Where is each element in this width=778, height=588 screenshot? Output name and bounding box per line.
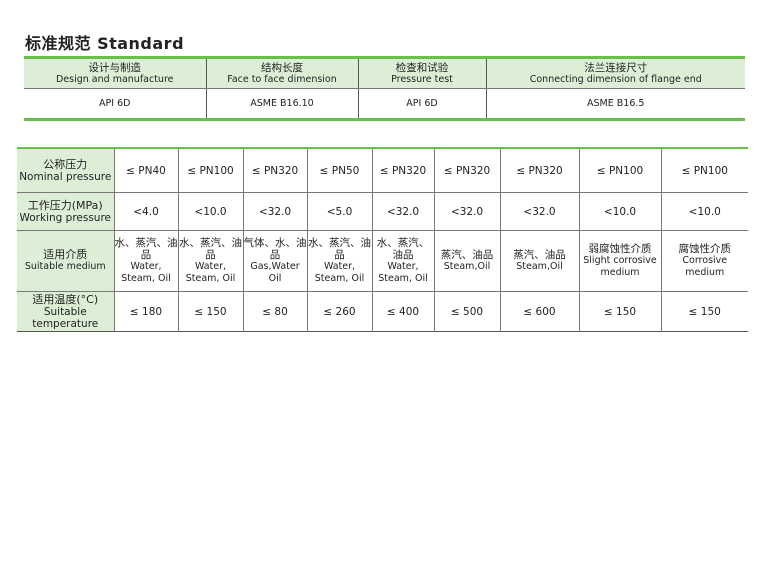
table-cell: 水、蒸汽、油品 Water, Steam, Oil xyxy=(371,230,435,292)
cell-en: Water, Steam, Oil xyxy=(378,261,428,284)
cell-zh: 水、蒸汽、油品 xyxy=(308,237,371,261)
standard-table: 设计与制造 Design and manufacture 结构长度 Face to … xyxy=(24,56,745,121)
table-cell: 腐蚀性介质 Corrosive medium xyxy=(660,230,748,292)
header-cell: 结构长度 Face to face dimension xyxy=(205,57,359,89)
cell-en: Gas,Water Oil xyxy=(250,261,300,284)
cell-en: Steam,Oil xyxy=(443,261,491,272)
cell-en: Slight corrosive medium xyxy=(583,255,657,278)
cell-en: Water, Steam, Oil xyxy=(121,261,171,284)
table-cell: ≤ 80 xyxy=(242,291,308,332)
table-cell: 弱腐蚀性介质 Slight corrosive medium xyxy=(578,230,662,292)
row-label-zh: 适用温度(°C) xyxy=(32,292,99,306)
cell-en: Water, Steam, Oil xyxy=(185,261,236,284)
table-cell: 水、蒸汽、油品 Water, Steam, Oil xyxy=(113,230,179,292)
table-row: 公称压力 Nominal pressure ≤ PN40 ≤ PN100 ≤ PN320… xyxy=(17,148,748,193)
row-label-en: Nominal pressure xyxy=(19,170,112,183)
table-cell: 蒸汽、油品 Steam,Oil xyxy=(499,230,580,292)
value-cell: ASME B16.5 xyxy=(485,88,745,120)
row-label-en: Suitable medium xyxy=(24,261,106,272)
table-cell: ≤ 400 xyxy=(371,291,435,332)
row-label-en: Suitable temperature xyxy=(32,305,99,330)
value-cell: API 6D xyxy=(357,88,487,120)
table-cell: 水、蒸汽、油品 Water, Steam, Oil xyxy=(177,230,244,292)
row-label: 适用介质 Suitable medium xyxy=(17,230,115,292)
row-label-zh: 公称压力 xyxy=(43,157,88,171)
table-cell: ≤ PN100 xyxy=(660,148,748,193)
table-cell: <5.0 xyxy=(306,192,373,231)
row-label: 适用温度(°C) Suitable temperature xyxy=(17,291,115,332)
header-cell: 设计与制造 Design and manufacture xyxy=(24,57,207,89)
table-cell: ≤ PN100 xyxy=(177,148,244,193)
table-cell: <4.0 xyxy=(113,192,179,231)
cell-zh: 水、蒸汽、油品 xyxy=(179,237,242,261)
table-cell: ≤ 260 xyxy=(306,291,373,332)
table-cell: ≤ 150 xyxy=(177,291,244,332)
row-label-zh: 工作压力(MPa) xyxy=(27,198,103,212)
table-cell: <32.0 xyxy=(371,192,435,231)
row-label-zh: 适用介质 xyxy=(43,248,88,261)
table-cell: 气体、水、油品 Gas,Water Oil xyxy=(242,230,308,292)
table-cell: ≤ 150 xyxy=(578,291,662,332)
table-row: 适用介质 Suitable medium 水、蒸汽、油品 Water, Steam, … xyxy=(17,230,748,292)
cell-zh: 水、蒸汽、油品 xyxy=(376,237,430,261)
table-cell: ≤ 600 xyxy=(499,291,580,332)
cell-zh: 水、蒸汽、油品 xyxy=(114,237,178,261)
table-cell: ≤ PN320 xyxy=(371,148,435,193)
table-cell: ≤ PN50 xyxy=(306,148,373,193)
table-cell: <32.0 xyxy=(433,192,501,231)
row-label: 工作压力(MPa) Working pressure xyxy=(17,192,115,231)
table-cell: ≤ PN320 xyxy=(433,148,501,193)
table-cell: ≤ PN40 xyxy=(113,148,179,193)
table-cell: 水、蒸汽、油品 Water, Steam, Oil xyxy=(306,230,373,292)
table-cell: ≤ 150 xyxy=(660,291,748,332)
table-row: 工作压力(MPa) Working pressure <4.0 <10.0 <32.0 <… xyxy=(17,192,748,231)
table-cell: <10.0 xyxy=(660,192,748,231)
table-cell: <10.0 xyxy=(177,192,244,231)
cell-en: Steam,Oil xyxy=(516,261,563,272)
cell-zh: 弱腐蚀性介质 xyxy=(588,243,652,255)
table-cell: 蒸汽、油品 Steam,Oil xyxy=(433,230,501,292)
cell-zh: 腐蚀性介质 xyxy=(678,243,732,255)
table-cell: ≤ PN320 xyxy=(499,148,580,193)
table-cell: <32.0 xyxy=(242,192,308,231)
standard-value-row: API 6D ASME B16.10 API 6D ASME B16.5 xyxy=(24,88,745,120)
cell-zh: 气体、水、油品 xyxy=(243,237,307,261)
spec-table: 公称压力 Nominal pressure ≤ PN40 ≤ PN100 ≤ PN320… xyxy=(17,147,748,332)
cell-zh: 蒸汽、油品 xyxy=(513,249,566,261)
cell-zh: 蒸汽、油品 xyxy=(440,249,494,261)
row-label: 公称压力 Nominal pressure xyxy=(17,148,115,193)
table-cell: ≤ PN320 xyxy=(242,148,308,193)
table-cell: ≤ 180 xyxy=(113,291,179,332)
table-cell: <32.0 xyxy=(499,192,580,231)
standard-header-row: 设计与制造 Design and manufacture 结构长度 Face to … xyxy=(24,57,745,89)
header-cell: 检查和试验 Pressure test xyxy=(357,57,487,89)
header-cell: 法兰连接尺寸 Connecting dimension of flange end xyxy=(485,57,745,89)
cell-en: Corrosive medium xyxy=(682,255,728,278)
cell-en: Water, Steam, Oil xyxy=(314,261,365,284)
value-cell: API 6D xyxy=(24,88,207,120)
table-cell: ≤ 500 xyxy=(433,291,501,332)
table-cell: <10.0 xyxy=(578,192,662,231)
page-title: 标准规范 Standard xyxy=(25,34,185,53)
value-cell: ASME B16.10 xyxy=(205,88,359,120)
table-row: 适用温度(°C) Suitable temperature ≤ 180 ≤ 150 ≤ … xyxy=(17,291,748,332)
row-label-en: Working pressure xyxy=(19,211,112,224)
table-cell: ≤ PN100 xyxy=(578,148,662,193)
